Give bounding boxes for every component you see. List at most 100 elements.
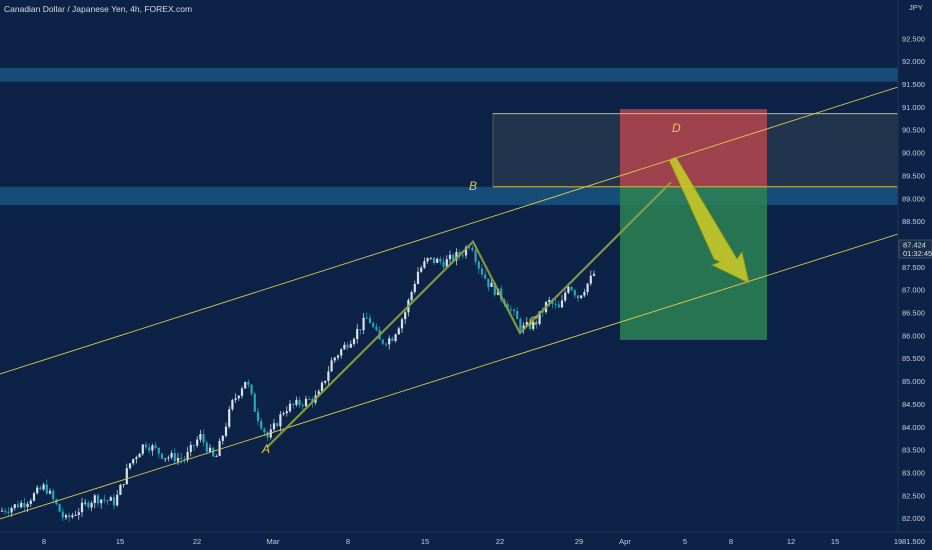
candle-body xyxy=(567,286,570,293)
candle-body xyxy=(336,355,340,358)
candle-body xyxy=(205,442,208,452)
candle-body xyxy=(167,457,170,459)
candle-body xyxy=(237,395,240,399)
candle-body xyxy=(522,325,525,330)
time-tick: 15 xyxy=(421,537,429,546)
channel-upper-line[interactable] xyxy=(0,86,899,375)
candle-body xyxy=(196,439,199,446)
candle-body xyxy=(356,329,359,339)
candle-body xyxy=(445,259,448,267)
candle-body xyxy=(413,283,416,292)
candle-body xyxy=(484,274,487,279)
candle-body xyxy=(250,384,253,394)
candle-body xyxy=(308,398,311,400)
candle-body xyxy=(580,295,583,299)
candle-body xyxy=(202,434,205,443)
candle-body xyxy=(132,459,135,464)
candle-body xyxy=(64,515,68,518)
candle-body xyxy=(525,322,528,326)
candle-body xyxy=(45,484,48,494)
candle-body xyxy=(58,504,61,512)
candle-body xyxy=(52,490,55,500)
candle-body xyxy=(570,286,573,291)
candle-body xyxy=(189,444,192,452)
time-tick: 8 xyxy=(346,537,350,546)
price-tick: 92.000 xyxy=(902,57,925,66)
candle-body xyxy=(199,434,202,440)
candle-body xyxy=(493,282,496,295)
target-arrow[interactable] xyxy=(668,156,750,284)
candle-body xyxy=(16,504,20,508)
candle-body xyxy=(557,304,560,308)
candle-body xyxy=(176,457,180,462)
candle-body xyxy=(368,317,372,324)
candle-body xyxy=(128,463,132,469)
candle-body xyxy=(448,254,452,260)
candle-body xyxy=(170,453,173,458)
candle-body xyxy=(192,444,196,446)
time-tick: 15 xyxy=(831,537,839,546)
price-tick: 84.000 xyxy=(902,423,925,432)
candle-body xyxy=(330,360,333,372)
price-tick: 90.000 xyxy=(902,149,925,158)
candle-body xyxy=(20,502,23,508)
candle-body xyxy=(13,504,16,508)
wave-label-d: D xyxy=(672,121,681,135)
candle-body xyxy=(327,371,330,381)
candle-body xyxy=(77,512,80,516)
candle-body xyxy=(96,495,100,504)
candle-body xyxy=(474,250,477,262)
candle-body xyxy=(404,312,407,320)
candle-body xyxy=(416,271,420,284)
candle-body xyxy=(87,502,90,508)
time-tick: 8 xyxy=(729,537,733,546)
candle-body xyxy=(573,290,576,296)
candle-body xyxy=(164,458,167,460)
time-tick: 29 xyxy=(575,537,583,546)
candle-body xyxy=(324,380,327,383)
candle-body xyxy=(538,311,541,324)
candle-body xyxy=(154,445,157,448)
candle-body xyxy=(464,247,468,256)
candle-body xyxy=(576,295,580,299)
last-price-value: 87.424 xyxy=(903,241,926,250)
price-tick: 90.500 xyxy=(902,126,925,135)
stop-zone[interactable] xyxy=(620,109,767,187)
candle-body xyxy=(157,447,160,454)
candle-body xyxy=(138,453,141,458)
candle-body xyxy=(432,257,436,263)
candle-body xyxy=(224,426,228,436)
candle-body xyxy=(532,321,535,329)
candle-body xyxy=(589,275,592,284)
candle-body xyxy=(55,499,58,505)
candle-body xyxy=(423,261,426,268)
candle-body xyxy=(231,399,234,410)
candle-body xyxy=(10,507,13,513)
time-tick: 8 xyxy=(42,537,46,546)
time-axis[interactable]: 8 15 22 Mar 8 15 22 29 Apr 5 8 12 15 19 xyxy=(42,537,902,546)
candle-body xyxy=(343,344,346,350)
candle-body xyxy=(183,458,186,460)
candle-body xyxy=(0,510,4,512)
price-tick: 89.500 xyxy=(902,171,925,180)
price-tick: 91.000 xyxy=(902,103,925,112)
candle-body xyxy=(109,497,112,501)
candle-body xyxy=(100,499,103,504)
candle-body xyxy=(263,428,266,433)
candle-body xyxy=(320,382,324,392)
candles-layer xyxy=(0,244,596,522)
price-tick: 92.500 xyxy=(902,34,925,43)
candle-body xyxy=(340,349,343,356)
candle-body xyxy=(218,440,221,457)
wave-path[interactable] xyxy=(266,181,672,449)
candle-body xyxy=(391,338,394,341)
candle-body xyxy=(359,329,362,331)
candle-body xyxy=(528,322,532,329)
price-tick: 89.000 xyxy=(902,194,925,203)
candle-body xyxy=(397,328,400,335)
candle-body xyxy=(301,405,304,407)
candle-body xyxy=(586,283,589,293)
candle-body xyxy=(452,254,455,261)
price-axis[interactable]: 81.500 82.000 82.500 83.000 83.500 84.000 84.5… xyxy=(902,34,925,546)
